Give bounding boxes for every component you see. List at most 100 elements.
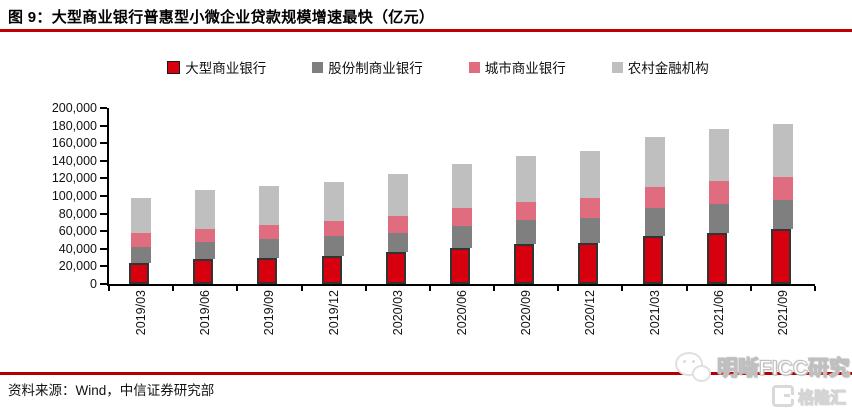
bar-segment xyxy=(193,259,214,284)
stacked-bar xyxy=(321,181,344,284)
y-axis-tick-label: 180,000 xyxy=(51,118,97,133)
stacked-bar xyxy=(706,129,729,284)
stacked-bar xyxy=(514,156,537,284)
x-axis-tick xyxy=(814,286,816,291)
x-axis-category-label: 2020/03 xyxy=(390,290,405,336)
watermark-logo-text: 格隆汇 xyxy=(797,390,846,408)
y-axis-tick xyxy=(100,195,107,197)
y-axis-tick-label: 0 xyxy=(90,277,97,291)
title-underline xyxy=(0,29,852,32)
y-axis-tick xyxy=(100,230,107,233)
x-axis-tick xyxy=(493,286,496,291)
bar-segment xyxy=(772,177,793,200)
watermark-brand-text: 明晰FICC研究 xyxy=(717,357,851,381)
bar-segment xyxy=(131,233,152,247)
bar-segment xyxy=(259,238,280,258)
bar-segment xyxy=(642,236,663,284)
stacked-bar xyxy=(193,190,216,284)
stacked-bar xyxy=(257,185,280,284)
x-axis-category-label: 2019/03 xyxy=(134,290,149,336)
y-axis-tick-label: 200,000 xyxy=(51,101,97,115)
stacked-bar xyxy=(770,123,793,284)
bar-segment xyxy=(195,190,216,229)
legend-label: 股份制商业银行 xyxy=(328,61,423,76)
bar-segment xyxy=(129,263,150,284)
legend-swatch xyxy=(611,61,623,73)
bar-segment xyxy=(387,173,408,217)
stacked-bar-chart: 2019/03 2019/06 2019/09 2019/12 2020/03 2020/… xyxy=(100,107,816,335)
legend-item: 农村金融机构 xyxy=(611,57,709,77)
x-axis-category-label: 2020/06 xyxy=(455,290,469,336)
x-axis-category-label: 2021/03 xyxy=(647,290,662,336)
y-axis-tick xyxy=(100,142,107,145)
stacked-bar xyxy=(578,151,601,284)
y-axis-tick-label: 100,000 xyxy=(51,189,97,203)
x-axis-category-label: 2019/06 xyxy=(198,290,213,336)
stacked-bar xyxy=(129,197,152,284)
figure-title: 图 9：大型商业银行普惠型小微企业贷款规模增速最快（亿元） xyxy=(8,9,435,26)
legend-swatch xyxy=(312,61,324,73)
bar-segment xyxy=(708,204,729,233)
y-axis-tick xyxy=(100,247,107,250)
x-axis-tick xyxy=(108,286,110,291)
bar-segment xyxy=(772,199,793,230)
bar-segment xyxy=(516,201,537,221)
bar-segment xyxy=(770,229,791,284)
bar-segment xyxy=(257,257,278,284)
x-axis-tick xyxy=(364,286,367,291)
y-axis-tick-label: 160,000 xyxy=(51,136,97,151)
bar-segment xyxy=(708,129,729,182)
bar-segment xyxy=(131,246,152,264)
bar-segment xyxy=(708,181,729,205)
y-axis-tick-label: 140,000 xyxy=(51,153,97,168)
x-axis-tick xyxy=(749,286,752,291)
bar-segment xyxy=(259,185,280,226)
bar-segment xyxy=(195,241,216,260)
y-axis-tick-label: 120,000 xyxy=(51,171,97,186)
watermark-logo: 格隆汇 xyxy=(771,384,847,408)
bar-segment xyxy=(323,221,344,237)
y-axis-tick xyxy=(100,177,107,180)
bar-segment xyxy=(452,208,472,226)
x-axis-tick xyxy=(685,286,688,291)
y-axis-tick-label: 20,000 xyxy=(58,259,97,274)
bar-segment xyxy=(514,244,535,284)
x-axis-tick xyxy=(236,286,239,291)
legend-item: 城市商业银行 xyxy=(468,57,566,77)
stacked-bar xyxy=(450,164,472,284)
y-axis-tick xyxy=(100,107,107,109)
bar-segment xyxy=(772,123,793,178)
legend-label: 大型商业银行 xyxy=(185,61,267,76)
x-axis-category-label: 2020/12 xyxy=(583,290,598,336)
y-axis-tick xyxy=(100,124,107,127)
bar-segment xyxy=(644,137,665,187)
bar-segment xyxy=(580,197,601,218)
legend-swatch xyxy=(167,60,181,74)
watermark-brand: 明晰FICC研究 xyxy=(675,352,851,382)
legend-swatch xyxy=(468,61,480,73)
x-axis-category-label: 2019/12 xyxy=(326,290,341,336)
x-axis-tick xyxy=(172,286,175,291)
x-axis-category-label: 2020/09 xyxy=(519,290,534,336)
source-note: 资料来源：Wind，中信证券研究部 xyxy=(8,383,215,398)
y-axis-tick-label: 40,000 xyxy=(58,241,97,256)
y-axis-tick xyxy=(100,283,107,285)
bar-segment xyxy=(387,232,408,253)
bar-segment xyxy=(516,220,537,245)
x-axis-tick xyxy=(428,286,431,291)
legend-item: 股份制商业银行 xyxy=(312,57,423,77)
wechat-icon xyxy=(675,352,711,382)
x-axis-category-label: 2021/09 xyxy=(775,290,790,336)
bar-segment xyxy=(580,217,601,243)
bar-segment xyxy=(195,228,216,242)
stacked-bar xyxy=(385,173,408,284)
x-axis-category-label: 2019/09 xyxy=(262,290,277,336)
y-axis-tick xyxy=(100,265,107,268)
bar-segment xyxy=(580,151,601,198)
bar-segment xyxy=(452,225,472,249)
bar-segment xyxy=(321,255,342,284)
bar-segment xyxy=(706,232,727,284)
bar-segment xyxy=(644,207,665,237)
bar-segment xyxy=(450,248,470,284)
x-axis-tick xyxy=(300,286,303,291)
